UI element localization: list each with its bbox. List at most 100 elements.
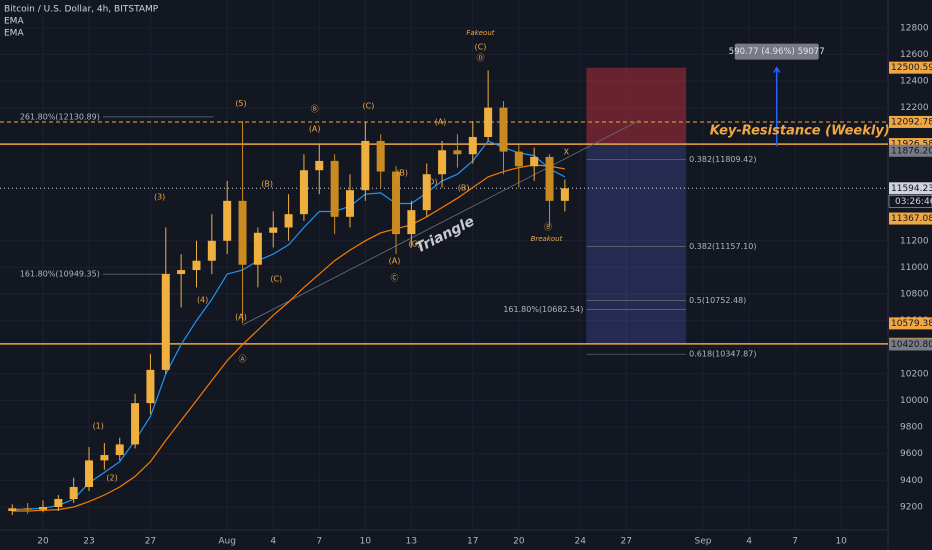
candle-body	[192, 260, 201, 271]
measure-arrowhead	[773, 66, 781, 74]
wave-label: (C)	[270, 274, 282, 283]
candle-body	[284, 214, 293, 228]
x-tick-label: 4	[270, 537, 276, 547]
x-tick-label: 13	[406, 537, 417, 547]
wave-label: (A)	[309, 124, 321, 133]
level-label: 11594.23	[891, 184, 932, 194]
wave-label: (B)	[458, 183, 470, 192]
y-tick-label: 12600	[900, 50, 929, 60]
legend-entry: EMA	[4, 29, 24, 39]
y-tick-label: 10000	[900, 396, 929, 406]
target-zone	[586, 144, 687, 345]
candle-body	[545, 156, 554, 201]
wave-label: Ⓔ	[544, 222, 552, 231]
level-label: 11367.08	[891, 214, 932, 224]
wave-label: Breakout	[531, 235, 563, 243]
y-tick-label: 10200	[900, 369, 929, 379]
y-tick-label: 9600	[900, 449, 923, 459]
candle-body	[361, 140, 370, 191]
measure-label: 590.77 (4.96%) 59077	[729, 47, 825, 57]
level-label: 11876.20	[891, 146, 932, 156]
candle-body	[299, 170, 308, 215]
candle-body	[38, 506, 47, 510]
chart-title: Bitcoin / U.S. Dollar, 4h, BITSTAMP	[4, 5, 159, 15]
level-box	[889, 61, 932, 74]
fib-label: 0.382(11157.10)	[689, 242, 756, 251]
key-resistance-label: Key-Resistance (Weekly)	[710, 123, 890, 138]
level-label: 12092.78	[891, 117, 932, 127]
candle-body	[54, 498, 63, 507]
candle-body	[223, 200, 232, 241]
fib-label: 0.618(10347.87)	[689, 350, 756, 359]
candle-body	[315, 160, 324, 171]
wave-label: Ⓑ	[311, 105, 319, 114]
x-tick-label: Aug	[218, 537, 236, 547]
wave-label: (B)	[396, 169, 408, 178]
fib-label: 161.80%(10682.54)	[503, 305, 583, 314]
trendline	[242, 119, 641, 326]
wave-label: (A)	[435, 117, 447, 126]
price-axis: 20 23 27 Aug 4 7 10 13 17 20 24 27 Sep 4 7 10 9200 9400 96…	[37, 23, 932, 547]
candle-body	[468, 136, 477, 155]
y-tick-label: 12800	[900, 23, 929, 33]
wave-label: (5)	[235, 99, 246, 108]
candle-body	[269, 227, 278, 233]
wave-label: Fakeout	[466, 29, 494, 37]
candle-body	[560, 188, 569, 201]
candle-body	[392, 171, 401, 235]
candle-body	[8, 508, 17, 511]
level-box	[889, 182, 932, 195]
level-box	[889, 115, 932, 128]
wave-label: Ⓒ	[390, 273, 398, 282]
candle-body	[161, 274, 170, 370]
wave-label: (C)	[362, 101, 374, 110]
wave-label: (2)	[106, 473, 117, 482]
x-tick-label: 27	[145, 537, 156, 547]
fib-label: 0.382(11809.42)	[689, 155, 756, 164]
level-label: 10420.80	[891, 340, 932, 350]
level-label: 10579.38	[891, 319, 932, 329]
x-tick-label: 10	[835, 537, 847, 547]
candle-body	[376, 140, 385, 172]
candle-body	[23, 508, 32, 510]
wave-label: Ⓓ	[476, 54, 484, 63]
level-box	[889, 317, 932, 330]
fib-label: 0.5(10752.48)	[689, 296, 746, 305]
candle-body	[69, 487, 78, 499]
candle-body	[131, 403, 140, 445]
wave-label: (B)	[261, 179, 273, 188]
ema-line	[12, 164, 566, 512]
x-tick-label: 4	[746, 537, 752, 547]
candle-body	[330, 160, 339, 217]
y-tick-label: 9400	[900, 476, 923, 486]
x-tick-label: 7	[316, 537, 322, 547]
candle-body	[177, 270, 186, 275]
wave-label: (C)	[475, 42, 487, 51]
grid	[0, 0, 888, 530]
candle-body	[207, 240, 216, 261]
candle-body	[253, 232, 262, 265]
wave-label: (C)	[409, 239, 421, 248]
y-tick-label: 9800	[900, 423, 923, 433]
candle-body	[407, 210, 416, 235]
level-box	[889, 212, 932, 225]
candle-body	[484, 107, 493, 137]
candle-body	[85, 460, 94, 488]
fib-label: 261.80%(12130.89)	[20, 112, 100, 121]
wave-label: (A)	[235, 312, 247, 321]
plot: 261.80%(12130.89) 161.80%(10949.35) 0.382(…	[0, 29, 890, 515]
level-box	[889, 144, 932, 157]
x-tick-label: 20	[513, 537, 525, 547]
x-tick-label: 20	[37, 537, 49, 547]
x-tick-label: 23	[83, 537, 94, 547]
wave-label: Ⓐ	[239, 354, 247, 363]
legend-entry: EMA	[4, 17, 24, 27]
candle-body	[422, 174, 431, 211]
y-tick-label: 12200	[900, 103, 929, 113]
y-tick-label: 11200	[900, 236, 929, 246]
y-tick-label: 10800	[900, 290, 929, 300]
fib-label: 161.80%(10949.35)	[20, 270, 100, 279]
candle-body	[238, 200, 247, 265]
wave-label: (A)	[389, 257, 401, 266]
